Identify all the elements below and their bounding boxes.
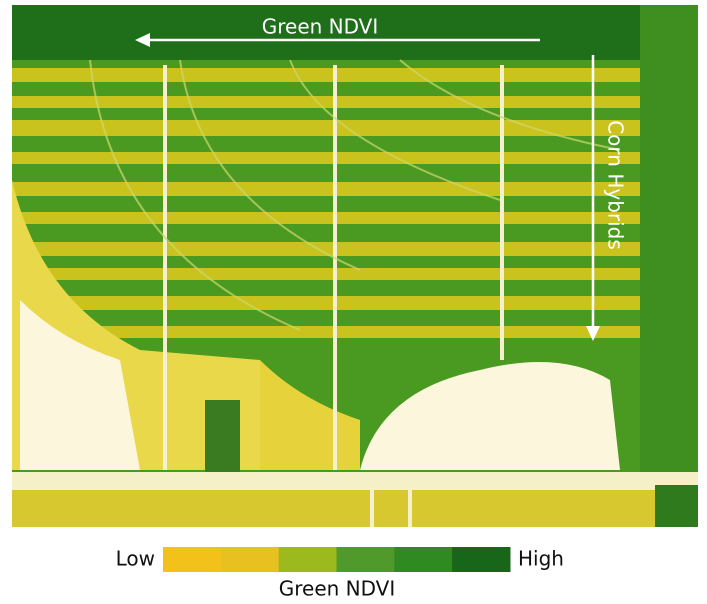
aerial-field <box>12 5 698 527</box>
legend-title: Green NDVI <box>279 577 396 601</box>
figure: Green NDVI Corn Hybrids Low High Green N… <box>0 0 707 604</box>
legend-swatch <box>452 547 510 572</box>
legend-swatch <box>394 547 452 572</box>
legend <box>163 547 511 572</box>
legend-swatch <box>163 547 221 572</box>
legend-swatch <box>279 547 337 572</box>
arrow-label: Green NDVI <box>262 15 379 39</box>
legend-high: High <box>518 547 564 571</box>
legend-swatch <box>221 547 279 572</box>
legend-low: Low <box>116 547 155 571</box>
legend-swatch <box>337 547 395 572</box>
side-label: Corn Hybrids <box>604 120 628 250</box>
